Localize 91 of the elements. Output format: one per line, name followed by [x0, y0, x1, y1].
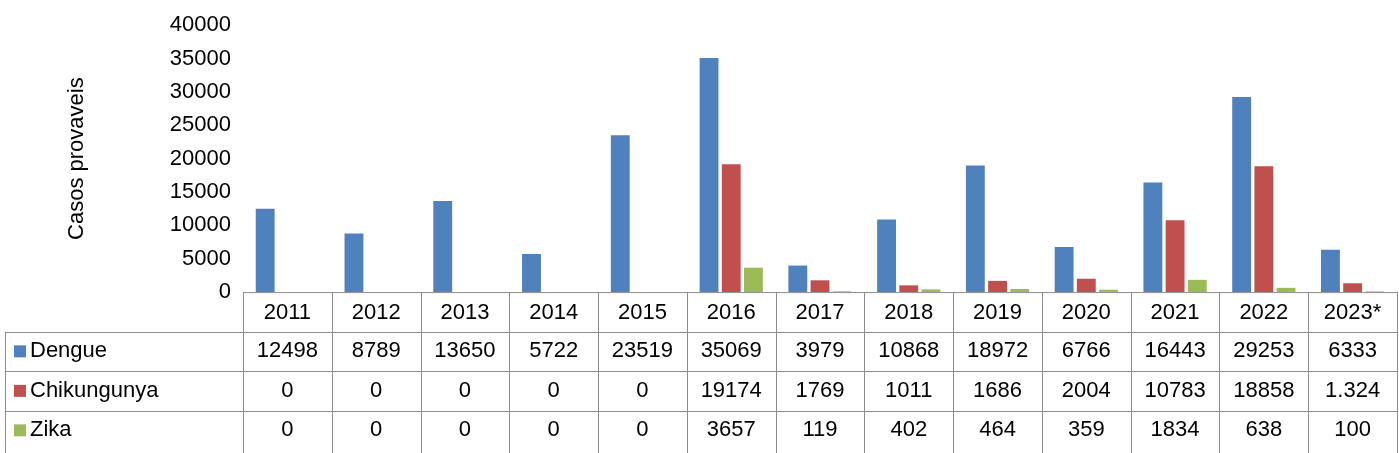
data-label: 19174: [700, 376, 762, 402]
bar: [433, 201, 453, 293]
data-label: 0: [370, 376, 383, 402]
data-label: 13650: [434, 337, 496, 363]
data-label: 1769: [795, 376, 845, 402]
data-label: 0: [636, 416, 649, 442]
x-tick-label: 2018: [884, 299, 934, 325]
data-label: 638: [1245, 416, 1283, 442]
data-label: 1686: [973, 376, 1023, 402]
bar: [255, 208, 275, 293]
data-label: 10868: [878, 337, 940, 363]
bar: [1076, 278, 1096, 293]
bar: [1320, 249, 1340, 293]
data-label: 402: [890, 416, 928, 442]
data-label: 0: [370, 416, 383, 442]
x-tick-label: 2013: [440, 299, 490, 325]
bar: [899, 285, 919, 293]
data-label: 23519: [611, 337, 674, 363]
y-tick-label: 0: [218, 278, 231, 304]
y-tick-label: 35000: [169, 44, 231, 70]
data-label: 18858: [1233, 376, 1295, 402]
data-label: 0: [547, 416, 560, 442]
bar: [1254, 166, 1274, 293]
data-label: 0: [281, 376, 294, 402]
bar: [1187, 279, 1207, 293]
bar: [743, 267, 763, 293]
y-tick-label: 30000: [169, 77, 231, 103]
data-label: 12498: [256, 337, 318, 363]
x-tick-label: 2023*: [1323, 299, 1382, 325]
data-label: 6766: [1061, 337, 1111, 363]
bar: [921, 289, 941, 293]
data-label: 359: [1067, 416, 1105, 442]
bar: [522, 253, 541, 293]
data-label: 2004: [1061, 376, 1111, 402]
data-label: 0: [458, 376, 472, 402]
bar: [810, 280, 830, 293]
bar: [965, 165, 985, 293]
data-label: 29253: [1233, 337, 1295, 363]
bar: [610, 135, 630, 293]
bar: [1143, 182, 1163, 293]
data-label: 3657: [706, 416, 756, 442]
data-label: 10783: [1144, 376, 1206, 402]
data-label: 1.324: [1325, 376, 1381, 402]
bar: [1276, 287, 1296, 293]
data-label: 1834: [1150, 416, 1200, 442]
x-tick-label: 2022: [1239, 299, 1289, 325]
data-label: 0: [281, 416, 294, 442]
y-tick-label: 5000: [182, 244, 231, 270]
bar: [699, 58, 719, 293]
data-label: 119: [802, 416, 838, 442]
y-tick-label: 40000: [169, 11, 231, 37]
data-label: 3979: [795, 337, 845, 363]
x-tick-label: 2011: [263, 299, 312, 325]
bar: [1343, 283, 1363, 293]
data-label: 0: [636, 376, 649, 402]
x-tick-label: 2020: [1061, 299, 1111, 325]
data-label: 0: [458, 416, 472, 442]
x-tick-label: 2017: [795, 299, 845, 325]
x-tick-label: 2019: [973, 299, 1023, 325]
bar: [788, 265, 808, 293]
y-tick-label: 15000: [169, 178, 231, 204]
x-tick-label: 2012: [351, 299, 401, 325]
data-label: 8789: [351, 337, 401, 363]
bar: [988, 280, 1007, 293]
data-label: 35069: [700, 337, 762, 363]
data-label: 464: [979, 416, 1016, 442]
data-label: 6333: [1328, 337, 1378, 363]
y-tick-label: 25000: [169, 111, 231, 137]
data-label: 0: [547, 376, 560, 402]
bar: [721, 164, 741, 293]
y-axis-title: Casos provaveis: [63, 77, 89, 240]
bar: [1165, 220, 1185, 293]
bar: [344, 233, 364, 293]
x-tick-label: 2016: [706, 299, 756, 325]
data-label: 100: [1334, 416, 1371, 442]
x-tick-label: 2021: [1150, 299, 1200, 325]
data-label: 1011: [885, 376, 933, 402]
legend-label: Dengue: [30, 337, 108, 363]
y-tick-label: 20000: [169, 144, 231, 170]
bar: [1010, 289, 1030, 293]
data-label: 16443: [1144, 337, 1206, 363]
data-label: 5722: [529, 337, 579, 363]
x-tick-label: 2015: [617, 299, 667, 325]
data-label: 18972: [966, 337, 1029, 363]
bar: [1232, 96, 1252, 293]
x-tick-label: 2014: [529, 299, 579, 325]
bar: [877, 219, 897, 293]
legend-label: Zika: [30, 416, 73, 442]
y-tick-label: 10000: [169, 211, 231, 237]
legend-label: Chikungunya: [30, 376, 160, 402]
bar: [1054, 246, 1074, 293]
